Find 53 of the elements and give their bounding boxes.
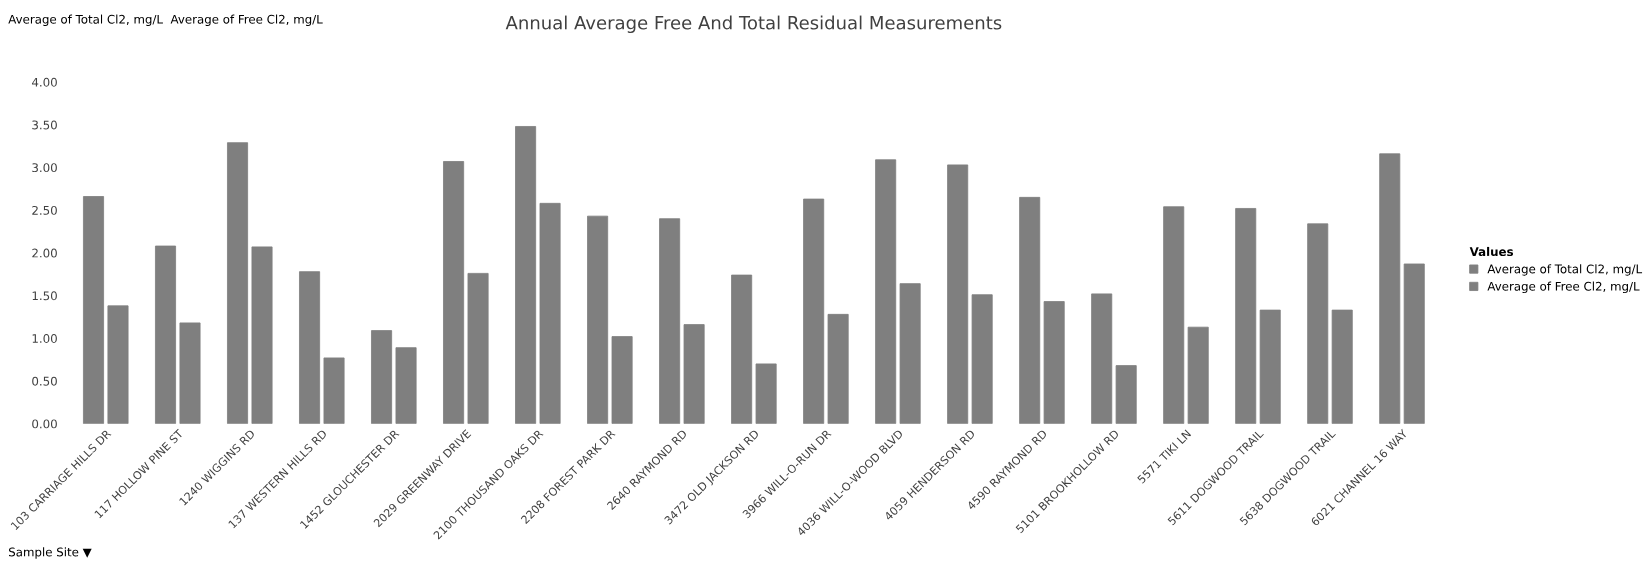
bar (251, 246, 273, 424)
text: Average of Total Cl2, mg/L Average of Free Cl2, mg/L (8, 14, 323, 26)
bar (443, 161, 465, 424)
bar (587, 215, 609, 424)
bar (683, 324, 705, 424)
bar (1163, 206, 1185, 424)
bar (83, 196, 105, 424)
bar (539, 202, 561, 424)
bar (1235, 208, 1257, 424)
bar (371, 330, 393, 424)
bar (971, 294, 993, 424)
bar (611, 336, 633, 424)
bar (1379, 153, 1401, 424)
bar (1187, 326, 1209, 424)
bar (107, 305, 129, 424)
bar (899, 283, 921, 424)
legend-label: Average of Free Cl2, mg/L (1487, 281, 1640, 293)
y-tick-label: 2.00 (32, 248, 57, 258)
y-tick-label: 1.50 (32, 291, 57, 301)
bar (947, 164, 969, 424)
bar (227, 142, 249, 424)
bar (1259, 309, 1281, 424)
y-tick-label: 0.00 (32, 419, 57, 429)
y-tick-label: 1.00 (32, 334, 57, 343)
bar (323, 357, 345, 424)
bar (1091, 293, 1113, 424)
y-tick-label: 4.00 (31, 77, 57, 87)
bar (803, 198, 825, 424)
bar (155, 245, 177, 424)
bar (875, 159, 897, 424)
bar (731, 274, 753, 424)
y-tick-label: 0.50 (32, 376, 57, 386)
bar (827, 313, 849, 424)
y-tick-label: 3.00 (32, 163, 57, 173)
bar (299, 271, 321, 424)
bar (1115, 365, 1137, 424)
legend-label: Average of Total Cl2, mg/L (1487, 264, 1643, 276)
bar (395, 347, 417, 424)
text: Sample Site ▼ (9, 547, 92, 559)
bar (1307, 223, 1329, 424)
y-tick-label: 3.50 (32, 120, 57, 130)
bar (659, 218, 681, 424)
chart-title: Annual Average Free And Total Residual Measurements (505, 15, 1002, 34)
bar (179, 322, 201, 424)
legend-title: Values (1469, 246, 1514, 257)
bar (1019, 196, 1041, 424)
y-tick-label: 2.50 (32, 205, 57, 215)
bar (755, 363, 777, 424)
bar (1043, 301, 1065, 424)
bar (1331, 309, 1353, 424)
bar (1403, 263, 1425, 424)
bar (467, 272, 489, 424)
bar (515, 126, 537, 424)
